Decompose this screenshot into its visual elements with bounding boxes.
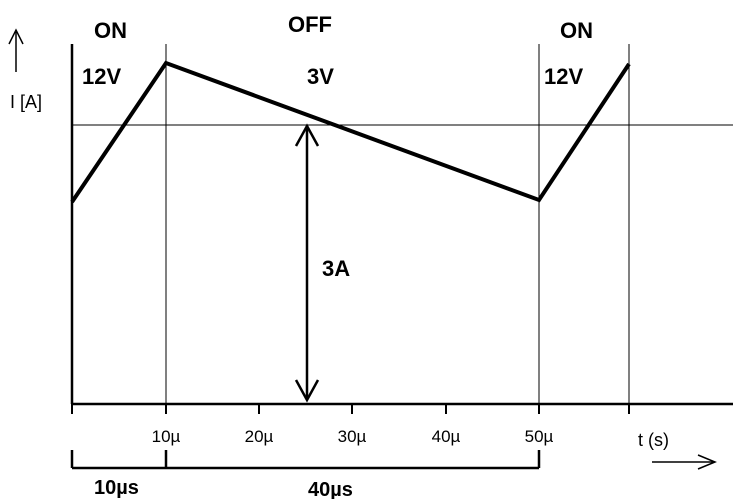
- x-axis-arrow: [652, 454, 717, 470]
- tick-label-30u: 30µ: [338, 427, 367, 446]
- tick-label-20u: 20µ: [245, 427, 274, 446]
- x-axis-ticks: [71, 404, 630, 414]
- phase-off-state: OFF: [288, 12, 332, 37]
- phase-on-2-voltage: 12V: [544, 64, 583, 89]
- x-axis-label: t (s): [638, 430, 669, 450]
- y-axis-arrow: [8, 28, 24, 72]
- tick-label-50u: 50µ: [525, 427, 554, 446]
- phase-off-voltage: 3V: [307, 64, 334, 89]
- ripple-label: 3A: [322, 256, 350, 281]
- ripple-arrow: [294, 123, 320, 403]
- current-waveform: [70, 60, 631, 204]
- phase-on-1-voltage: 12V: [82, 64, 121, 89]
- off-time-label: 40µs: [308, 479, 353, 499]
- phase-on-1-state: ON: [94, 18, 127, 43]
- tick-label-40u: 40µ: [432, 427, 461, 446]
- tick-label-10u: 10µ: [152, 427, 181, 446]
- y-axis-label: I [A]: [10, 92, 42, 112]
- duration-bracket: [70, 450, 541, 470]
- on-time-label: 10µs: [94, 477, 139, 499]
- phase-on-2-state: ON: [560, 18, 593, 43]
